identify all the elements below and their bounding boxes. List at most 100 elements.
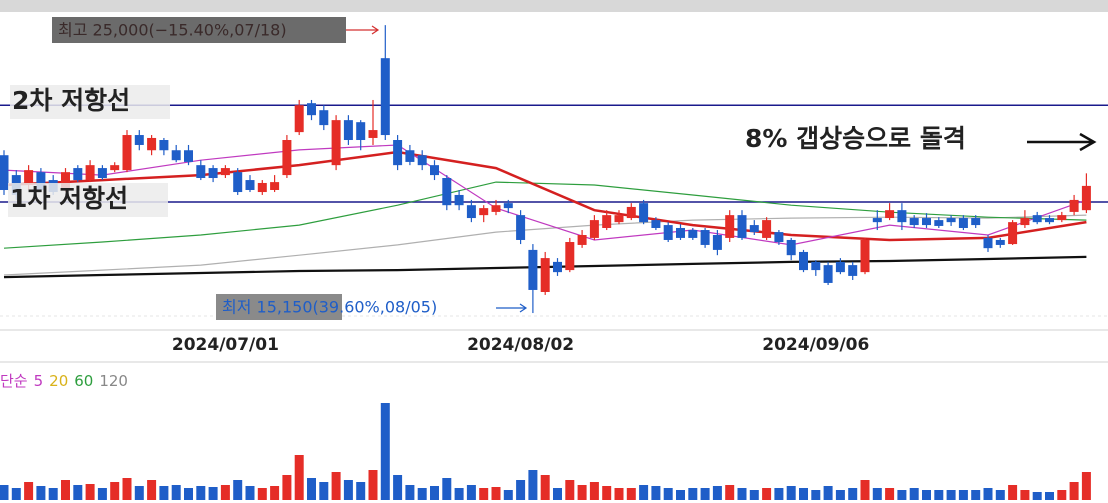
candle-body — [208, 168, 218, 179]
candle-body — [774, 232, 784, 243]
moving-average-line — [3, 144, 1087, 246]
candle-body — [0, 155, 9, 190]
candle-body — [872, 218, 882, 223]
volume-bar — [909, 488, 919, 500]
volume-bar — [553, 488, 562, 500]
candle-body — [688, 230, 698, 238]
candle-body — [36, 172, 46, 190]
candle-body — [294, 105, 304, 133]
candle-body — [61, 172, 70, 190]
candle-body — [171, 150, 181, 161]
arrow — [346, 25, 380, 35]
candle-body — [946, 218, 956, 223]
candle-body — [97, 168, 107, 179]
volume-bar — [1057, 490, 1067, 500]
volume-bar — [24, 482, 34, 500]
candle-body — [331, 120, 341, 166]
volume-bar — [897, 490, 907, 500]
candle-body — [848, 265, 858, 276]
volume-bar — [430, 486, 439, 500]
candle-body — [958, 218, 968, 228]
candle-body — [85, 165, 95, 181]
volume-bar — [1032, 492, 1042, 500]
candle-body — [577, 235, 587, 245]
volume-bar — [811, 490, 821, 500]
volume-bar — [540, 475, 550, 500]
candle-body — [147, 137, 157, 151]
candle-body — [257, 182, 267, 193]
candle-body — [343, 120, 353, 141]
volume-bar — [737, 488, 747, 500]
candle-body — [356, 122, 366, 141]
candle-body — [700, 230, 710, 245]
volume-bar — [368, 470, 378, 500]
candle-body — [626, 206, 636, 219]
resistance-label: 1차 저항선 — [10, 184, 128, 213]
label-background — [10, 85, 170, 119]
volume-bar — [245, 486, 255, 500]
candle-body — [934, 220, 944, 226]
volume-bar — [663, 488, 673, 500]
gap-annotation: 8% 갭상승으로 돌격 — [745, 124, 966, 153]
volume-bar — [774, 488, 784, 500]
candle-body — [860, 239, 870, 273]
volume-bar — [73, 485, 83, 500]
candle-body — [393, 140, 403, 166]
high-annotation: 최고 25,000(−15.40%,07/18) — [58, 21, 287, 40]
candle-body — [442, 178, 452, 206]
volume-bar — [835, 490, 845, 500]
volume-bar — [11, 488, 21, 500]
volume-bar — [220, 485, 230, 500]
volume-bar — [405, 485, 415, 500]
candle-body — [245, 180, 255, 190]
candle-body — [454, 194, 464, 206]
volume-bar — [97, 488, 107, 500]
candle-body — [479, 208, 489, 216]
volume-bar — [48, 488, 58, 500]
candle-body — [319, 110, 329, 126]
candle-body — [282, 140, 292, 176]
volume-bar — [171, 485, 181, 500]
candle-body — [134, 135, 144, 145]
volume-bar — [958, 490, 968, 500]
candle-body — [651, 220, 661, 228]
x-tick-label: 2024/09/06 — [762, 335, 869, 355]
volume-bar — [208, 487, 218, 500]
volume-bar — [799, 488, 808, 500]
volume-bar — [270, 486, 280, 500]
volume-bar — [872, 488, 882, 500]
volume-bar — [712, 486, 722, 500]
volume-bar — [343, 480, 353, 500]
legend-title: 단순 — [0, 372, 28, 390]
x-tick-label: 2024/07/01 — [172, 335, 279, 355]
candle-body — [196, 165, 206, 179]
volume-bar — [307, 478, 316, 500]
candle-body — [270, 182, 280, 190]
label-background — [216, 294, 342, 320]
volume-bar — [749, 490, 759, 500]
volume-bar — [0, 485, 9, 500]
arrow — [496, 303, 528, 313]
volume-bar — [983, 488, 993, 500]
candle-body — [24, 170, 34, 186]
moving-average-line — [3, 150, 1087, 242]
volume-bar — [257, 488, 267, 500]
candle-body — [971, 218, 981, 226]
volume-bar — [356, 482, 366, 500]
volume-bar — [331, 472, 341, 500]
candle-body — [503, 203, 513, 209]
volume-bar — [614, 488, 624, 500]
candle-body — [73, 168, 83, 181]
volume-bar — [1081, 472, 1091, 500]
volume-bar — [491, 487, 501, 500]
volume-bar — [700, 488, 710, 500]
candle-body — [184, 150, 193, 162]
volume-bar — [147, 480, 157, 500]
legend-item: 5 — [34, 372, 44, 390]
volume-bar — [282, 475, 292, 500]
volume-bar — [971, 490, 981, 500]
label-background — [8, 183, 168, 217]
volume-bar — [122, 478, 132, 500]
volume-bar — [860, 480, 870, 500]
candle-body — [614, 215, 624, 223]
